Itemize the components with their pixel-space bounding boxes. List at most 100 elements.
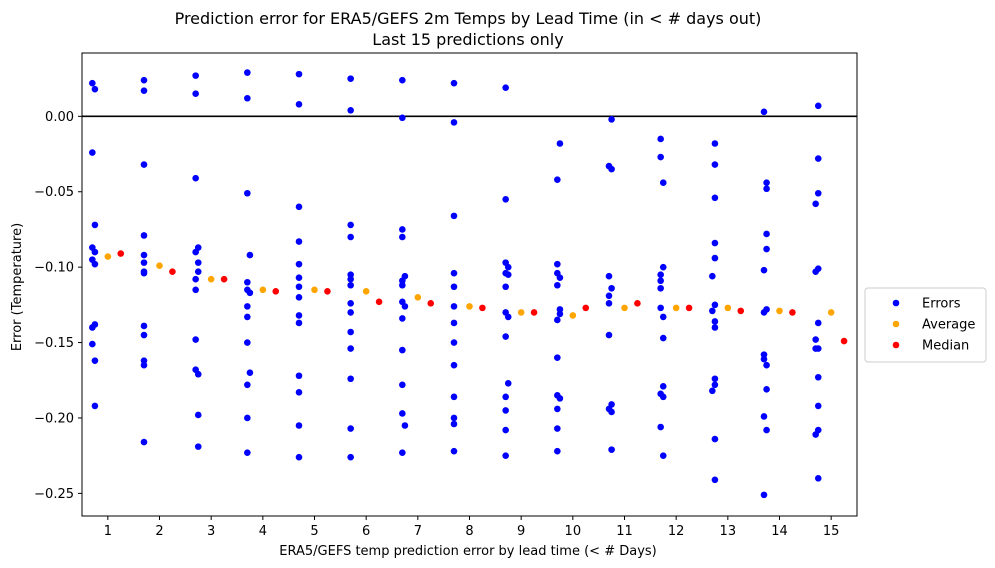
data-point bbox=[140, 76, 148, 84]
data-point bbox=[657, 271, 664, 278]
data-point bbox=[763, 185, 770, 193]
y-tick-label: −0.15 bbox=[34, 336, 74, 351]
data-point bbox=[608, 284, 615, 292]
data-point bbox=[504, 379, 512, 387]
data-point bbox=[605, 292, 613, 300]
y-tick-label: −0.25 bbox=[34, 487, 74, 502]
data-point bbox=[760, 355, 768, 363]
data-point bbox=[763, 179, 770, 187]
data-point bbox=[140, 269, 148, 277]
data-point bbox=[502, 84, 509, 91]
data-point bbox=[450, 212, 458, 220]
data-point bbox=[295, 100, 303, 108]
data-point bbox=[711, 161, 719, 168]
data-point bbox=[140, 322, 148, 330]
data-point bbox=[140, 357, 148, 364]
data-point bbox=[760, 309, 768, 316]
series-errors-cont- bbox=[399, 76, 667, 459]
data-point bbox=[399, 381, 406, 389]
data-point bbox=[763, 426, 770, 434]
x-tick-label: 5 bbox=[310, 524, 318, 539]
x-tick-label: 15 bbox=[823, 524, 840, 539]
data-point bbox=[117, 250, 125, 257]
data-point bbox=[192, 248, 199, 256]
data-point bbox=[91, 321, 99, 328]
data-point bbox=[556, 306, 564, 313]
data-point bbox=[347, 328, 354, 336]
data-point bbox=[347, 375, 354, 383]
x-tick-label: 13 bbox=[720, 524, 737, 539]
data-point bbox=[840, 337, 848, 345]
data-point bbox=[347, 300, 354, 307]
data-point bbox=[347, 233, 354, 241]
data-point bbox=[657, 423, 664, 431]
data-point bbox=[556, 395, 564, 402]
data-point bbox=[789, 309, 796, 316]
y-axis-label: Error (Temperature) bbox=[10, 223, 25, 351]
x-tick-label: 12 bbox=[668, 524, 685, 539]
data-point bbox=[156, 262, 163, 269]
x-tick-label: 8 bbox=[465, 524, 473, 539]
data-point bbox=[657, 304, 664, 312]
data-point bbox=[659, 263, 667, 271]
data-point bbox=[502, 426, 509, 434]
data-point bbox=[89, 340, 96, 348]
data-point bbox=[295, 453, 303, 461]
chart-title: Prediction error for ERA5/GEFS 2m Temps … bbox=[175, 9, 762, 28]
legend-marker bbox=[892, 320, 900, 328]
data-point bbox=[814, 474, 822, 482]
data-point bbox=[621, 304, 628, 312]
plot-area bbox=[82, 69, 857, 499]
data-point bbox=[812, 336, 819, 343]
data-point bbox=[554, 354, 561, 361]
data-point bbox=[814, 189, 822, 197]
data-point bbox=[414, 294, 422, 301]
data-point bbox=[311, 286, 318, 294]
data-point bbox=[192, 336, 199, 343]
data-point bbox=[450, 119, 458, 126]
data-point bbox=[711, 435, 719, 443]
data-point bbox=[659, 313, 667, 321]
data-point bbox=[399, 449, 406, 456]
data-point bbox=[659, 382, 667, 390]
data-point bbox=[347, 453, 354, 461]
x-tick-label: 11 bbox=[616, 524, 633, 539]
data-point bbox=[194, 443, 202, 450]
x-tick-label: 7 bbox=[414, 524, 422, 539]
data-point bbox=[760, 351, 768, 358]
data-point bbox=[91, 402, 99, 410]
data-point bbox=[569, 312, 577, 319]
data-point bbox=[140, 161, 148, 168]
data-point bbox=[450, 269, 458, 277]
data-point bbox=[814, 373, 822, 381]
data-point bbox=[711, 375, 719, 383]
data-point bbox=[295, 283, 303, 291]
data-point bbox=[814, 345, 822, 352]
x-tick-label: 4 bbox=[259, 524, 267, 539]
data-point bbox=[246, 369, 254, 377]
data-point bbox=[244, 449, 251, 456]
data-point bbox=[347, 345, 354, 352]
data-point bbox=[244, 381, 251, 389]
data-point bbox=[347, 425, 354, 432]
data-point bbox=[608, 165, 615, 173]
data-point bbox=[399, 410, 406, 417]
data-point bbox=[502, 393, 509, 401]
data-point bbox=[192, 275, 199, 283]
legend-label: Average bbox=[922, 318, 975, 333]
data-point bbox=[812, 268, 819, 275]
data-point bbox=[104, 253, 112, 260]
data-point bbox=[605, 272, 613, 280]
data-point bbox=[246, 289, 254, 297]
data-point bbox=[399, 281, 406, 289]
data-point bbox=[347, 107, 354, 114]
data-point bbox=[466, 303, 473, 310]
data-point bbox=[659, 334, 667, 342]
data-point bbox=[776, 307, 783, 315]
data-point bbox=[401, 422, 409, 429]
data-point bbox=[711, 140, 719, 147]
data-point bbox=[295, 422, 303, 429]
data-point bbox=[711, 381, 719, 389]
data-point bbox=[763, 230, 770, 238]
data-point bbox=[504, 263, 512, 271]
